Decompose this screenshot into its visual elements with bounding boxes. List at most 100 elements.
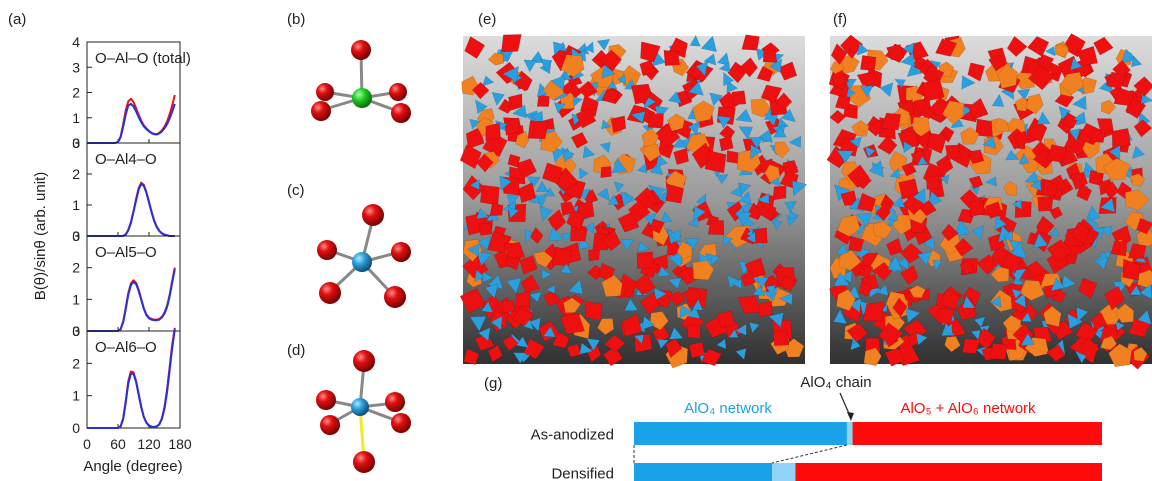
- alo6-polyhedron: [673, 147, 689, 165]
- alo4-polyhedron: [916, 155, 929, 166]
- alo4-polyhedron: [687, 120, 701, 135]
- alo6-polyhedron: [570, 132, 589, 149]
- alo6-polyhedron: [507, 153, 521, 168]
- alo6-polyhedron: [501, 335, 519, 351]
- alo5-polyhedron: [1137, 269, 1152, 288]
- alo6-polyhedron: [834, 95, 851, 111]
- alo6-polyhedron: [762, 48, 778, 63]
- alo4-polyhedron: [636, 163, 648, 174]
- alo4-polyhedron: [875, 284, 889, 297]
- y-tick-label: 2: [72, 260, 80, 276]
- alo6-polyhedron: [918, 199, 937, 217]
- alo4-polyhedron: [466, 243, 480, 258]
- alo6-polyhedron: [647, 113, 664, 129]
- alo6-polyhedron: [975, 327, 996, 351]
- alo6-polyhedron: [1103, 180, 1120, 200]
- alo6-polyhedron: [1096, 118, 1114, 134]
- alo6-polyhedron: [1127, 243, 1147, 260]
- alo4-polyhedron: [922, 236, 935, 251]
- alo5-polyhedron: [1100, 99, 1117, 115]
- alo6-polyhedron: [1042, 179, 1058, 197]
- alo4-polyhedron: [716, 115, 732, 129]
- alo6-polyhedron: [504, 117, 520, 136]
- alo6-polyhedron: [719, 135, 734, 152]
- plot-title: O–Al–O (total): [95, 50, 191, 67]
- alo4-polyhedron: [1024, 171, 1040, 184]
- alo6-polyhedron: [757, 201, 777, 222]
- y-tick-label: 1: [72, 197, 80, 213]
- alo5-polyhedron: [676, 241, 693, 260]
- alo4-polyhedron: [1005, 149, 1019, 161]
- alo6-polyhedron: [868, 119, 885, 137]
- alo5-polyhedron: [960, 126, 980, 145]
- alo4-network-label: AlO₄ network: [684, 400, 772, 417]
- alo6-polyhedron: [967, 62, 986, 82]
- alo6-polyhedron: [839, 34, 864, 59]
- alo4-polyhedron: [1130, 55, 1143, 68]
- alo5-polyhedron: [487, 52, 504, 66]
- alo6-polyhedron: [515, 291, 531, 308]
- alo4-polyhedron: [657, 265, 671, 277]
- y-tick-label: 0: [72, 420, 80, 436]
- alo4-polyhedron: [491, 91, 505, 107]
- panel-label-f: (f): [833, 11, 847, 28]
- alo4-polyhedron: [506, 277, 522, 294]
- alo5-polyhedron: [1129, 173, 1146, 187]
- alo6-polyhedron: [926, 132, 948, 154]
- alo4-polyhedron: [892, 196, 906, 209]
- alo6-polyhedron: [830, 69, 849, 88]
- alo6-polyhedron: [485, 122, 501, 142]
- alo4-polyhedron: [568, 278, 584, 295]
- alo5-model: [317, 204, 411, 308]
- alo4-polyhedron: [660, 211, 673, 223]
- y-tick-label: 3: [72, 135, 80, 151]
- alo4-polyhedron: [617, 74, 627, 86]
- alo4-polyhedron: [693, 205, 707, 222]
- alo4-polyhedron: [596, 38, 611, 51]
- alo5-polyhedron: [839, 249, 862, 271]
- alo4-polyhedron: [687, 216, 699, 228]
- alo4-polyhedron: [716, 52, 730, 66]
- series-line: [87, 94, 176, 144]
- alo5-polyhedron: [533, 251, 554, 268]
- bar-segment-alo5-alo6-network: [795, 463, 1102, 481]
- alo6-polyhedron: [551, 331, 570, 349]
- alo4-polyhedron: [903, 140, 914, 154]
- alo6-polyhedron: [731, 90, 747, 105]
- y-tick-label: 1: [72, 110, 80, 126]
- alo4-polyhedron: [499, 175, 512, 191]
- alo6-polyhedron: [621, 313, 642, 337]
- alo5-polyhedron: [1019, 279, 1045, 301]
- alo5-alo6-network-label: AlO₅ + AlO₆ network: [900, 400, 1036, 417]
- alo4-polyhedron: [860, 85, 874, 98]
- alo6-polyhedron: [527, 120, 550, 140]
- alo5-polyhedron: [1108, 343, 1132, 367]
- alo5-polyhedron: [783, 338, 805, 358]
- alo5-polyhedron: [1133, 346, 1148, 362]
- alo6-polyhedron: [577, 80, 598, 99]
- alo6-polyhedron: [1049, 206, 1063, 220]
- alo4-polyhedron: [740, 203, 752, 214]
- alo4-polyhedron: [768, 312, 784, 328]
- alo4-polyhedron: [769, 58, 783, 74]
- alo4-polyhedron: [642, 315, 656, 330]
- alo6-polyhedron: [1070, 221, 1090, 245]
- alo6-polyhedron: [523, 338, 545, 360]
- alo4-polyhedron: [780, 108, 796, 123]
- alo4-polyhedron: [1115, 320, 1126, 331]
- alo4-polyhedron: [1068, 128, 1081, 142]
- alo6-polyhedron: [462, 175, 486, 201]
- alo6-polyhedron: [498, 98, 514, 114]
- alo4-polyhedron: [506, 194, 520, 207]
- alo6-polyhedron: [959, 189, 980, 209]
- alo6-polyhedron: [471, 81, 490, 100]
- bar-segment-alo4-chain: [846, 422, 853, 445]
- alo4-polyhedron: [1011, 288, 1023, 300]
- x-tick-label: 0: [83, 436, 91, 452]
- plot-title: O–Al6–O: [95, 339, 157, 356]
- alo6-polyhedron: [1027, 65, 1055, 91]
- alo4-polyhedron: [600, 119, 612, 130]
- alo6-polyhedron: [1046, 144, 1068, 163]
- alo6-polyhedron: [1000, 252, 1023, 274]
- alo6-polyhedron: [1014, 130, 1029, 147]
